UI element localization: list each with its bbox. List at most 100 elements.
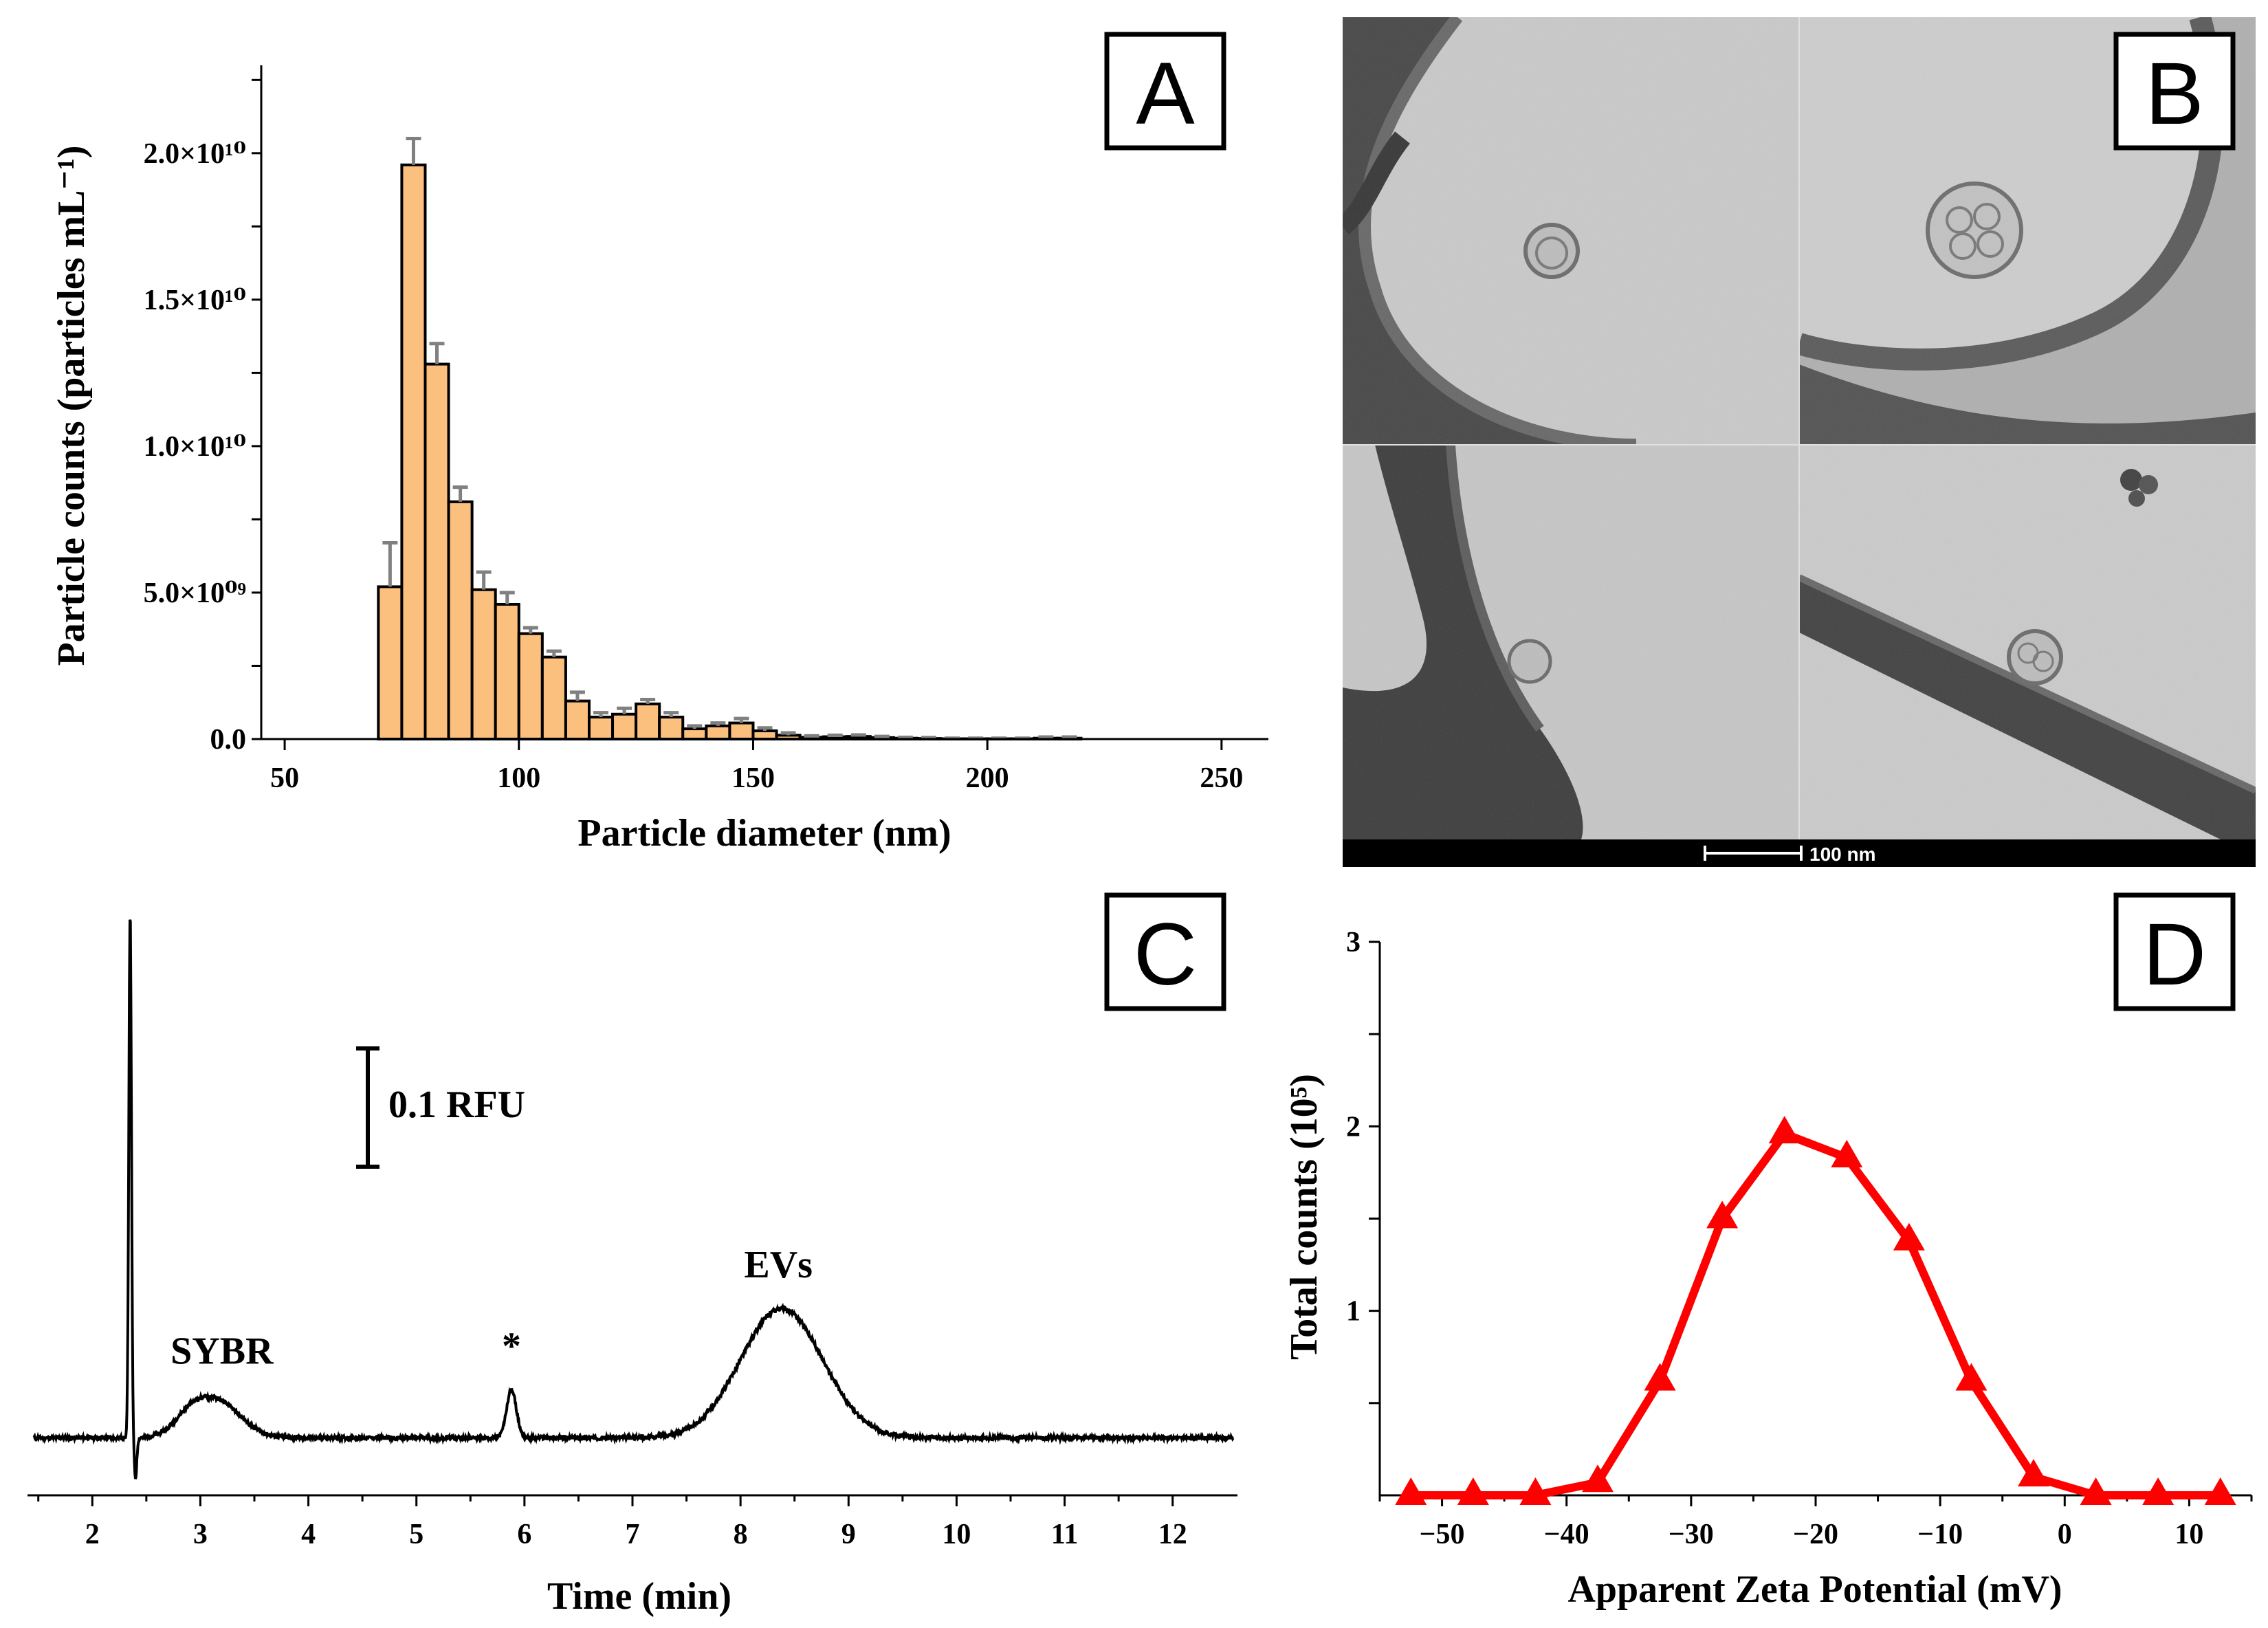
panel-d-letter: D [2143,905,2206,1004]
panel-a-error-bar [850,733,866,737]
panel-d-marker [1955,1363,1988,1391]
panel-a-error-bar [476,570,492,590]
panel-a-bar [400,163,427,740]
panel-a-error-bar [569,690,585,701]
panel-d-y-label: Total counts (10⁵) [1283,1074,1325,1360]
panel-a-y-tick-label: 1.5×10¹⁰ [144,285,246,316]
panel-a-x-tick-label: 150 [731,762,775,794]
panel-a-x-tick-label: 200 [966,762,1009,794]
panel-a-bar [423,362,450,740]
panel-c-x-tick-label: 3 [193,1519,208,1550]
panel-a-x-tick-label: 50 [270,762,299,794]
panel-c-x-tick-label: 8 [734,1519,748,1550]
panel-a-error-bar [640,697,656,704]
panel-d-marker [2018,1459,2049,1487]
panel-d-x-tick-label: 10 [2175,1519,2203,1550]
panel-d-marker [2080,1477,2112,1505]
panel-a-bar [494,603,520,740]
panel-c-x-tick-label: 12 [1158,1519,1187,1550]
panel-a-letter: A [1136,45,1195,143]
panel-a-error-bar [1038,735,1054,739]
panel-c-scale-bar [356,1046,379,1169]
panel-a-bar [681,727,708,740]
panel-c-electropherogram: 2 3 4 5 6 7 8 9 10 11 12 0.1 RFU SYBR * EVs Time (… [27,892,1237,1618]
panel-d-x-label: Apparent Zeta Potential (mV) [1567,1568,2062,1611]
panel-d-x-tick-label: −50 [1420,1519,1465,1550]
panel-a-bar [447,500,474,740]
panel-a-bar [540,655,567,741]
panel-d-marker [1395,1477,1427,1505]
panel-d-x-tick-label: −10 [1917,1519,1963,1550]
panel-d-series-line [1411,1130,2221,1499]
panel-a-error-bar [804,734,819,738]
panel-a-error-bar [617,706,632,714]
panel-d-marker [1457,1477,1489,1505]
panel-a-y-tick-label: 5.0×10⁰⁹ [144,578,246,609]
panel-a-bar [564,699,591,741]
panel-b-letter: B [2145,45,2203,143]
panel-a-y-tick-label: 0.0 [210,724,247,756]
panel-c-x-tick-label: 6 [517,1519,531,1550]
panel-a-bar [517,632,544,741]
panel-a-bar [611,712,638,740]
panel-a-error-bar [382,541,398,587]
panel-b-letter-box [2113,32,2236,151]
panel-d-x-tick-label: −40 [1544,1519,1589,1550]
panel-a-x-tick-label: 250 [1200,762,1243,794]
panel-a-error-bar [663,711,679,718]
panel-a-ticks: 50 100 150 200 250 0.0 5.0×10⁰⁹ 1.0×10¹⁰ 1.5×10¹… [144,78,1243,794]
panel-c-evs-label: EVs [744,1244,813,1286]
panel-a-bar [587,716,615,740]
panel-a-error-bar [827,733,843,737]
panel-a-error-bar [546,649,562,657]
panel-a-error-bar [522,626,538,634]
panel-d-x-tick-label: −30 [1669,1519,1714,1550]
panel-c-trace [32,919,1235,1480]
panel-d-marker [1644,1363,1676,1391]
panel-d-marker [1519,1477,1552,1505]
panel-a-x-label: Particle diameter (nm) [577,812,951,855]
panel-a-bar [728,721,755,740]
panel-a-error-bar [710,721,726,726]
panel-c-x-tick-label: 9 [841,1519,856,1550]
panel-d-y-tick-label: 2 [1346,1111,1361,1143]
panel-a-y-label: Particle counts (particles mL⁻¹) [50,145,93,666]
panel-a-error-bar [780,731,796,736]
panel-d-marker [2204,1477,2236,1505]
panel-c-x-tick-label: 2 [85,1519,100,1550]
panel-d-y-tick-label: 1 [1346,1296,1361,1328]
panel-c-ticks: 2 3 4 5 6 7 8 9 10 11 12 [37,1495,1187,1550]
panel-b-micrograph: 100 nm B [1343,17,2256,867]
panel-c-letter: C [1134,905,1197,1004]
panel-a-bar [658,716,685,740]
panel-a-error-bar [429,342,445,364]
panel-d-marker [1893,1222,1925,1251]
panel-a-error-bar [452,485,468,502]
panel-d-marker [1768,1116,1801,1144]
panel-c-x-tick-label: 4 [301,1519,316,1550]
panel-c-x-tick-label: 10 [942,1519,971,1550]
panel-a-error-bar [499,591,515,604]
panel-d-x-tick-label: 0 [2058,1519,2072,1550]
panel-c-sybr-label: SYBR [170,1330,274,1373]
panel-a-bar [635,702,661,741]
panel-d-ticks: −50 −40 −30 −20 −10 0 10 1 2 3 [1346,927,2253,1550]
panel-a-error-bar [406,137,421,165]
panel-a-bar [751,729,778,741]
panel-a-error-bar [1061,735,1077,739]
panel-d-marker [1831,1139,1863,1167]
panel-d-marker [1582,1464,1614,1493]
panel-a-error-bar [874,734,890,738]
micrograph-scale-label: 100 nm [1809,844,1876,865]
panel-a-error-bar [757,726,773,732]
panel-a-error-bar [687,724,703,729]
panel-d-marker [2142,1477,2175,1505]
panel-c-x-tick-label: 11 [1051,1519,1079,1550]
panel-d-markers [1395,1116,2236,1505]
panel-c-x-tick-label: 7 [626,1519,640,1550]
panel-d-x-tick-label: −20 [1793,1519,1838,1550]
panel-c-scale-label: 0.1 RFU [388,1084,525,1126]
panel-a-bar [705,724,731,740]
panel-a-letter-box [1104,32,1226,151]
